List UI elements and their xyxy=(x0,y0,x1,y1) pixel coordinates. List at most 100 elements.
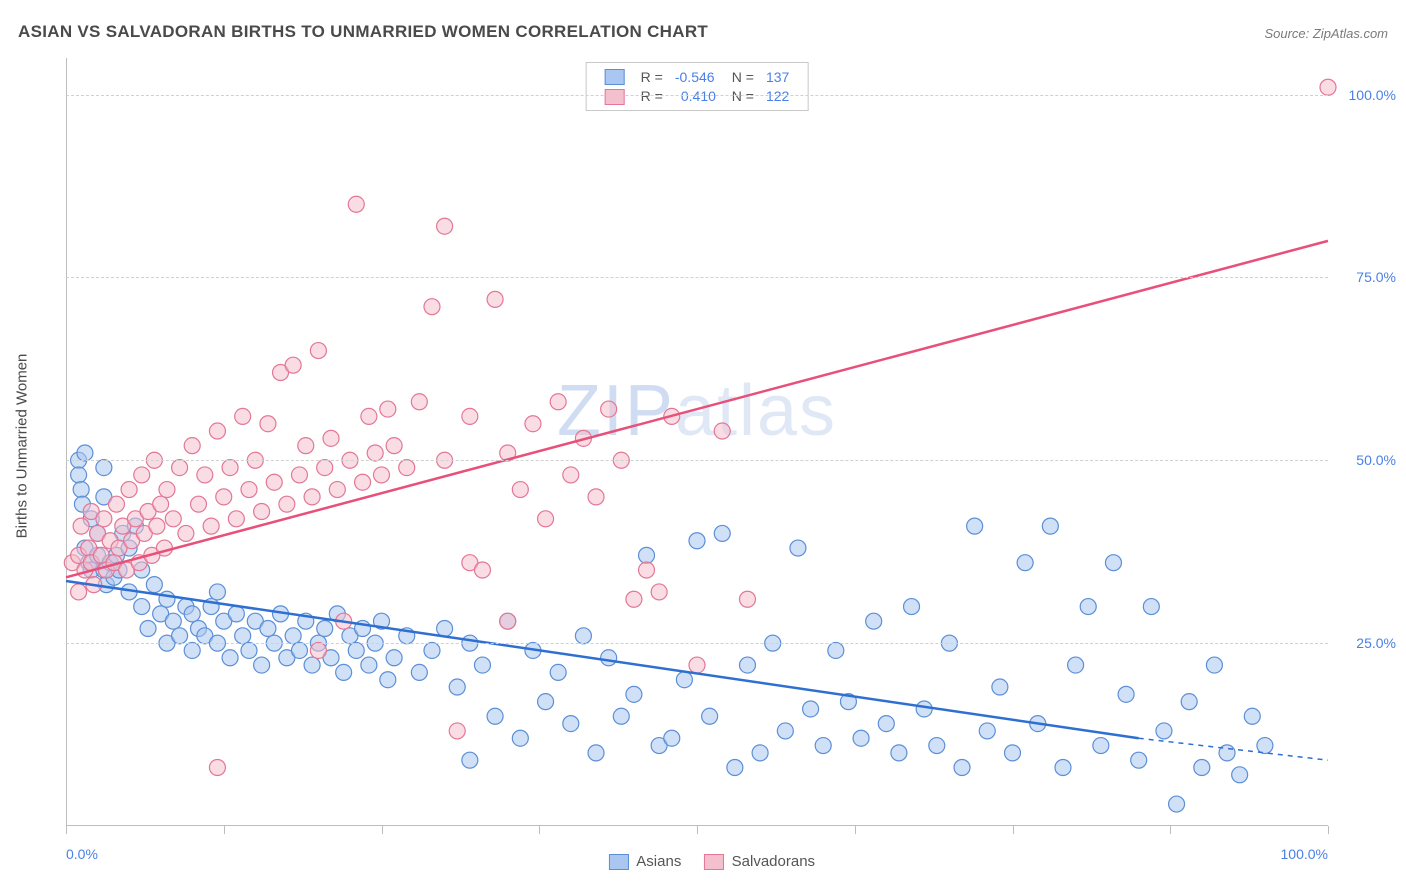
data-point xyxy=(285,357,301,373)
data-point xyxy=(386,650,402,666)
data-point xyxy=(254,503,270,519)
data-point xyxy=(159,591,175,607)
data-point xyxy=(172,460,188,476)
data-point xyxy=(71,467,87,483)
data-point xyxy=(71,584,87,600)
data-point xyxy=(1080,599,1096,615)
x-tick xyxy=(66,826,67,834)
data-point xyxy=(828,642,844,658)
data-point xyxy=(361,408,377,424)
data-point xyxy=(191,496,207,512)
data-point xyxy=(367,445,383,461)
data-point xyxy=(1320,79,1336,95)
data-point xyxy=(146,577,162,593)
data-point xyxy=(1206,657,1222,673)
data-point xyxy=(317,621,333,637)
data-point xyxy=(323,430,339,446)
data-point xyxy=(304,489,320,505)
y-tick-label: 50.0% xyxy=(1356,452,1396,468)
data-point xyxy=(178,525,194,541)
data-point xyxy=(386,438,402,454)
data-point xyxy=(355,474,371,490)
data-point xyxy=(639,547,655,563)
gridline xyxy=(66,95,1328,96)
data-point xyxy=(209,423,225,439)
data-point xyxy=(424,642,440,658)
data-point xyxy=(222,650,238,666)
data-point xyxy=(285,628,301,644)
data-point xyxy=(184,438,200,454)
data-point xyxy=(228,606,244,622)
data-point xyxy=(260,621,276,637)
data-point xyxy=(209,759,225,775)
data-point xyxy=(815,738,831,754)
data-point xyxy=(1181,694,1197,710)
y-tick-label: 25.0% xyxy=(1356,635,1396,651)
data-point xyxy=(538,694,554,710)
data-point xyxy=(380,672,396,688)
data-point xyxy=(216,489,232,505)
legend-label: Asians xyxy=(633,853,686,870)
data-point xyxy=(449,679,465,695)
y-axis-label: Births to Unmarried Women xyxy=(14,354,31,539)
data-point xyxy=(790,540,806,556)
data-point xyxy=(512,482,528,498)
data-point xyxy=(1244,708,1260,724)
data-point xyxy=(374,467,390,483)
data-point xyxy=(73,482,89,498)
data-point xyxy=(96,511,112,527)
x-min-label: 0.0% xyxy=(66,846,98,862)
data-point xyxy=(853,730,869,746)
data-point xyxy=(626,686,642,702)
data-point xyxy=(512,730,528,746)
data-point xyxy=(153,496,169,512)
x-tick xyxy=(1170,826,1171,834)
data-point xyxy=(411,394,427,410)
data-point xyxy=(165,613,181,629)
data-point xyxy=(304,657,320,673)
x-tick xyxy=(1328,826,1329,834)
data-point xyxy=(1143,599,1159,615)
data-point xyxy=(689,533,705,549)
data-point xyxy=(714,525,730,541)
data-point xyxy=(209,584,225,600)
data-point xyxy=(165,511,181,527)
data-point xyxy=(1055,759,1071,775)
swatch-icon xyxy=(703,854,723,870)
data-point xyxy=(992,679,1008,695)
data-point xyxy=(317,460,333,476)
data-point xyxy=(588,489,604,505)
data-point xyxy=(462,408,478,424)
data-point xyxy=(134,467,150,483)
data-point xyxy=(1005,745,1021,761)
data-point xyxy=(241,642,257,658)
data-point xyxy=(702,708,718,724)
y-tick-label: 100.0% xyxy=(1349,87,1396,103)
gridline xyxy=(66,277,1328,278)
data-point xyxy=(588,745,604,761)
data-point xyxy=(241,482,257,498)
data-point xyxy=(348,196,364,212)
data-point xyxy=(538,511,554,527)
x-tick xyxy=(1013,826,1014,834)
data-point xyxy=(550,394,566,410)
data-point xyxy=(639,562,655,578)
data-point xyxy=(739,591,755,607)
swatch-icon xyxy=(609,854,629,870)
data-point xyxy=(1017,555,1033,571)
source-attribution: Source: ZipAtlas.com xyxy=(1264,26,1388,41)
data-point xyxy=(1118,686,1134,702)
data-point xyxy=(1105,555,1121,571)
series-legend: Asians Salvadorans xyxy=(591,853,815,870)
data-point xyxy=(424,299,440,315)
data-point xyxy=(361,657,377,673)
data-point xyxy=(979,723,995,739)
data-point xyxy=(550,664,566,680)
x-tick xyxy=(539,826,540,834)
data-point xyxy=(689,657,705,673)
legend-label: Salvadorans xyxy=(727,853,815,870)
data-point xyxy=(184,642,200,658)
data-point xyxy=(310,343,326,359)
data-point xyxy=(197,467,213,483)
data-point xyxy=(437,218,453,234)
